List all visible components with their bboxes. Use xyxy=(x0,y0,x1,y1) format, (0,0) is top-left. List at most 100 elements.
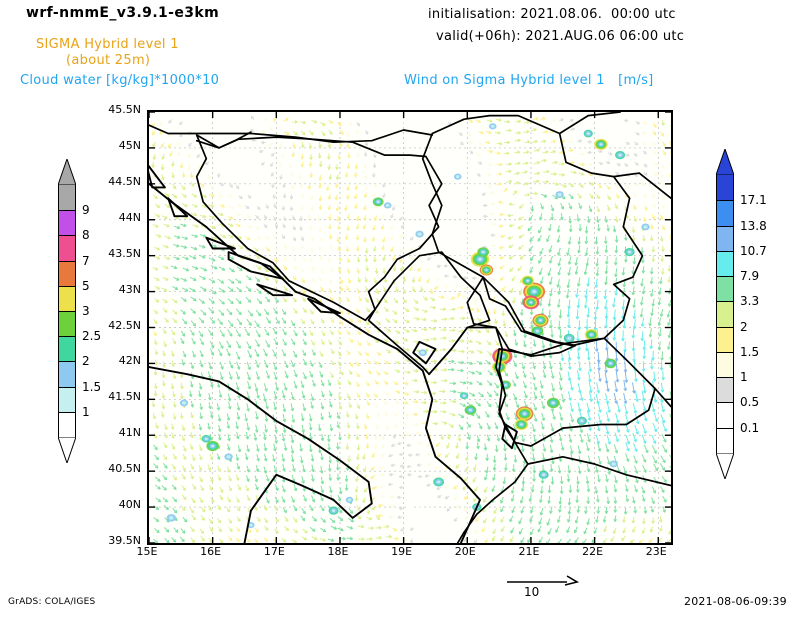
wind-vector xyxy=(651,445,657,454)
wind-vector xyxy=(216,504,221,511)
wind-vector xyxy=(425,506,431,510)
wind-vector xyxy=(263,432,267,441)
wind-vector xyxy=(309,504,314,512)
wind-vector xyxy=(356,454,360,461)
colorbar-tick-label: 8 xyxy=(82,228,90,243)
wind-vector xyxy=(413,422,419,427)
colorbar-segment xyxy=(58,411,76,437)
wind-vector xyxy=(355,372,360,378)
wind-vector xyxy=(235,351,241,360)
wind-vector xyxy=(632,382,636,394)
wind-vector xyxy=(492,473,496,481)
wind-vector xyxy=(161,372,166,379)
wind-vector xyxy=(559,486,564,494)
forecast-map[interactable] xyxy=(147,110,673,545)
wind-vector xyxy=(282,413,287,423)
wind-vector xyxy=(329,372,334,379)
wind-vector xyxy=(228,526,233,532)
wind-vector xyxy=(515,400,520,408)
wind-vector xyxy=(634,484,638,493)
wind-vector xyxy=(355,381,360,388)
wind-vector xyxy=(383,360,390,365)
render-timestamp: 2021-08-06-09:39 xyxy=(684,595,787,608)
wind-vector xyxy=(521,476,526,485)
wind-vector xyxy=(623,361,628,373)
wind-vector xyxy=(585,476,590,485)
wind-vector xyxy=(487,370,493,376)
wind-vector xyxy=(404,370,411,374)
lat-tick-label: 39.5N xyxy=(108,534,141,547)
wind-vector xyxy=(634,413,640,425)
wind-vector xyxy=(199,497,204,503)
wind-vector xyxy=(302,358,307,366)
colorbar-segment xyxy=(716,250,734,277)
wind-vector xyxy=(381,434,385,441)
wind-vector xyxy=(532,465,537,474)
wind-vector xyxy=(416,495,422,499)
wind-vector xyxy=(274,484,279,492)
wind-vector xyxy=(207,422,211,430)
wind-vector xyxy=(310,401,314,409)
wind-vector xyxy=(367,369,372,375)
wind-vector xyxy=(283,442,288,451)
wind-vector xyxy=(309,432,313,441)
wind-vector xyxy=(632,442,638,453)
colorbar-tick-label: 0.5 xyxy=(740,395,760,410)
wind-vector xyxy=(417,441,423,446)
wind-vector xyxy=(180,392,184,400)
wind-vector xyxy=(576,484,580,493)
wind-vector xyxy=(235,526,241,532)
wind-vector xyxy=(533,382,538,391)
wind-vector xyxy=(182,445,187,452)
lat-tick-label: 42N xyxy=(118,354,141,368)
wind-vector xyxy=(464,476,469,482)
wind-vector xyxy=(440,433,444,440)
wind-vector xyxy=(440,409,447,414)
wind-vector xyxy=(447,433,451,440)
wind-vector xyxy=(320,379,325,387)
wind-vector xyxy=(424,493,430,497)
wind-vector xyxy=(486,434,491,442)
wind-vector xyxy=(669,465,671,469)
wind-vector xyxy=(281,538,287,543)
wind-vector xyxy=(426,462,432,467)
lon-tick-label: 15E xyxy=(136,545,158,558)
wind-vector xyxy=(650,359,654,370)
wind-vector xyxy=(172,391,176,398)
wind-vector xyxy=(584,506,588,514)
wind-vector xyxy=(153,444,158,451)
wind-vector xyxy=(660,402,665,413)
wind-vector xyxy=(171,350,175,357)
wind-vector xyxy=(375,371,381,376)
wind-vector xyxy=(335,463,340,471)
wind-vector xyxy=(366,508,371,515)
colorbar-segment xyxy=(58,235,76,261)
wind-vector xyxy=(181,465,186,472)
wind-vector xyxy=(301,536,308,541)
wind-vector xyxy=(448,359,455,364)
wind-vector xyxy=(577,402,582,412)
wind-vector xyxy=(318,361,323,368)
wind-vector xyxy=(367,526,374,530)
wind-speed-colorbar: 0.1 0.5 1 1.5 2 3.3 7.9 10.7 13.8 17.1 xyxy=(716,149,792,479)
wind-vector xyxy=(320,412,324,421)
wind-vector xyxy=(660,382,665,393)
wind-vector xyxy=(456,527,460,532)
wind-vector xyxy=(226,421,231,429)
wind-vector xyxy=(393,536,399,541)
colorbar-segment xyxy=(716,402,734,428)
wind-vector xyxy=(163,442,168,449)
wind-vector xyxy=(549,444,554,454)
wind-vector xyxy=(423,409,429,414)
wind-vector xyxy=(337,379,341,386)
wind-vector xyxy=(346,350,351,356)
wind-vector xyxy=(597,442,602,452)
wind-vector xyxy=(539,508,544,516)
wind-vector xyxy=(577,465,582,475)
wind-vector xyxy=(272,362,278,371)
wind-vector xyxy=(642,424,647,434)
wind-vector xyxy=(455,442,459,449)
wind-vector xyxy=(300,515,306,522)
cloud-water-cell xyxy=(539,319,542,322)
wind-vector xyxy=(483,518,488,524)
